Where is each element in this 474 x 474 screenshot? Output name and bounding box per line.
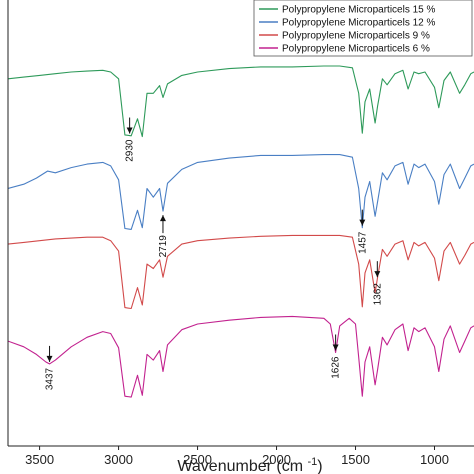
annotation-label: 1362	[372, 283, 383, 306]
x-tick-label: 3500	[25, 452, 54, 467]
annotation-1457: 1457	[357, 209, 368, 254]
annotation-1626: 1626	[331, 334, 342, 379]
legend-entry-1: Polypropylene Microparticels 15 %	[259, 5, 436, 16]
x-tick-label: 2000	[262, 452, 291, 467]
x-tick-label: 2500	[183, 452, 212, 467]
legend-label: Polypropylene Microparticels 12 %	[282, 18, 436, 29]
x-tick-label: 1000	[420, 452, 449, 467]
annotation-arrow-head	[126, 127, 133, 134]
annotation-1362: 1362	[372, 261, 383, 305]
annotation-label: 1626	[331, 356, 342, 379]
annotation-label: 2719	[158, 235, 169, 258]
legend-entry-2: Polypropylene Microparticels 12 %	[259, 18, 436, 29]
legend-box	[253, 0, 473, 57]
annotation-label: 3437	[45, 367, 56, 390]
x-tick-label: 1500	[341, 452, 370, 467]
x-tick-label: 3000	[104, 452, 133, 467]
annotation-arrow-head	[46, 355, 53, 362]
axes: 3500 3000 2500 2000 1500 1000 Wavenumber (cm -…	[7, 0, 474, 474]
annotation-label: 2930	[125, 139, 136, 162]
annotation-arrow-head	[359, 219, 366, 226]
legend-label: Polypropylene Microparticels 6 %	[282, 44, 430, 55]
legend-entry-4: Polypropylene Microparticels 6 %	[259, 44, 430, 55]
annotation-3437: 3437	[45, 345, 56, 390]
annotation-2719: 2719	[158, 215, 169, 257]
annotation-label: 1457	[357, 231, 368, 254]
annotation-arrow-head	[374, 271, 381, 278]
plot-area	[8, 65, 474, 398]
series-line-3	[8, 234, 474, 310]
series-line-4	[8, 315, 474, 398]
legend-label: Polypropylene Microparticels 15 %	[282, 5, 436, 16]
series-line-1	[8, 65, 474, 138]
series-line-2	[8, 154, 474, 230]
annotation-arrow-head	[159, 215, 166, 222]
x-axis-title: Wavenumber (cm -1)	[177, 456, 322, 474]
legend-entry-3: Polypropylene Microparticels 9 %	[259, 31, 430, 42]
annotation-arrow-head	[332, 344, 339, 351]
peak-annotations: 2930 2719 1457 1362 3437 1626	[45, 117, 383, 390]
legend-label: Polypropylene Microparticels 9 %	[282, 31, 430, 42]
annotation-2930: 2930	[125, 117, 136, 162]
legend: Polypropylene Microparticels 15 % Polypro…	[253, 0, 473, 57]
